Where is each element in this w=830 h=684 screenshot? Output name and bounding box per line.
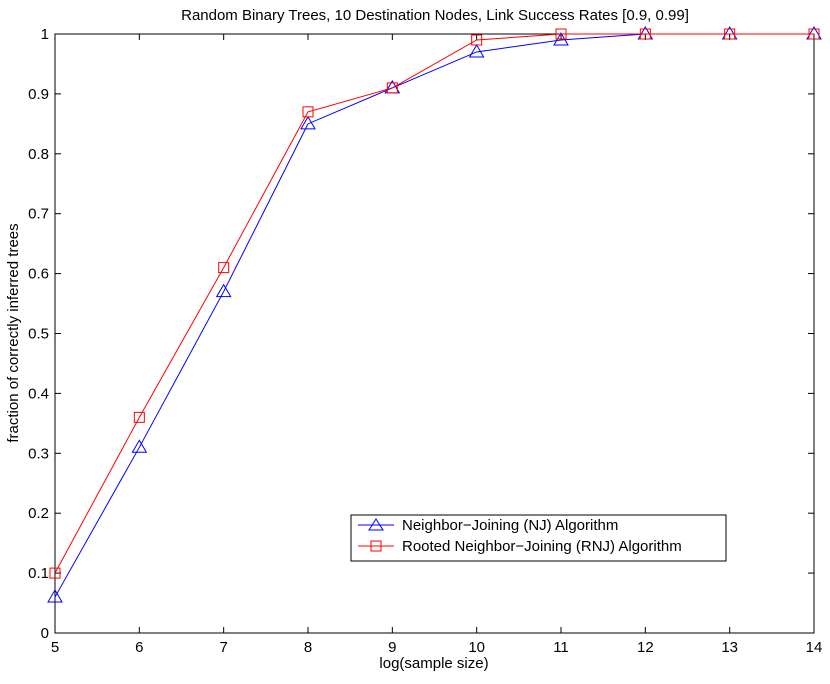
data-point — [133, 411, 145, 423]
series-line — [54, 33, 814, 574]
x-axis-label: log(sample size) — [379, 655, 488, 672]
data-point — [300, 115, 316, 130]
x-axis: 5 6 7 8 9 10 11 12 13 14 — [51, 34, 823, 656]
legend: Neighbor−Joining (NJ) Algorithm Rooted N… — [350, 514, 727, 562]
data-point — [49, 567, 61, 579]
data-point — [131, 439, 148, 453]
x-tick-label: 5 — [51, 639, 59, 656]
data-point — [47, 589, 63, 603]
x-tick-label: 13 — [721, 639, 738, 656]
y-tick-label: 1 — [41, 26, 49, 43]
series-layer — [47, 26, 822, 603]
legend-box — [350, 514, 727, 562]
data-point — [468, 43, 485, 58]
y-tick-label: 0.6 — [28, 266, 49, 283]
y-axis-label: fraction of correctly inferred trees — [5, 223, 22, 442]
y-axis: 0 0.1 0.2 0.3 0.4 0.5 0.6 0.7 0.8 0.9 1 — [28, 26, 814, 642]
x-tick-label: 10 — [468, 639, 485, 656]
x-tick-label: 12 — [637, 639, 654, 656]
chart-title: Random Binary Trees, 10 Destination Node… — [181, 7, 689, 24]
data-point — [808, 28, 820, 40]
y-tick-label: 0.7 — [28, 206, 49, 223]
x-tick-label: 14 — [806, 639, 823, 656]
data-point — [724, 28, 736, 40]
x-tick-label: 11 — [553, 639, 569, 656]
x-tick-label: 8 — [304, 639, 312, 656]
y-tick-label: 0.3 — [28, 445, 49, 462]
data-point — [386, 82, 398, 94]
y-tick-label: 0.5 — [28, 326, 49, 343]
legend-nj-marker — [368, 518, 384, 531]
y-tick-label: 0.4 — [28, 385, 49, 402]
y-tick-label: 0.1 — [28, 565, 49, 582]
y-tick-label: 0.8 — [28, 146, 49, 163]
data-point — [302, 106, 314, 118]
y-tick-label: 0.9 — [28, 86, 49, 103]
legend-rnj-label: Rooted Neighbor−Joining (RNJ) Algorithm — [402, 538, 682, 555]
series-rnj — [49, 28, 820, 579]
x-tick-label: 6 — [135, 639, 143, 656]
legend-rnj-marker — [370, 540, 382, 552]
y-tick-label: 0.2 — [28, 505, 49, 522]
data-point — [215, 283, 232, 298]
x-tick-label: 9 — [388, 639, 396, 656]
data-point — [471, 34, 483, 46]
legend-nj-label: Neighbor−Joining (NJ) Algorithm — [402, 517, 618, 534]
data-point — [555, 28, 567, 40]
x-tick-label: 7 — [219, 639, 227, 656]
y-tick-label: 0 — [41, 625, 49, 642]
data-point — [218, 262, 230, 274]
series-line — [54, 33, 814, 598]
data-point — [639, 28, 651, 40]
